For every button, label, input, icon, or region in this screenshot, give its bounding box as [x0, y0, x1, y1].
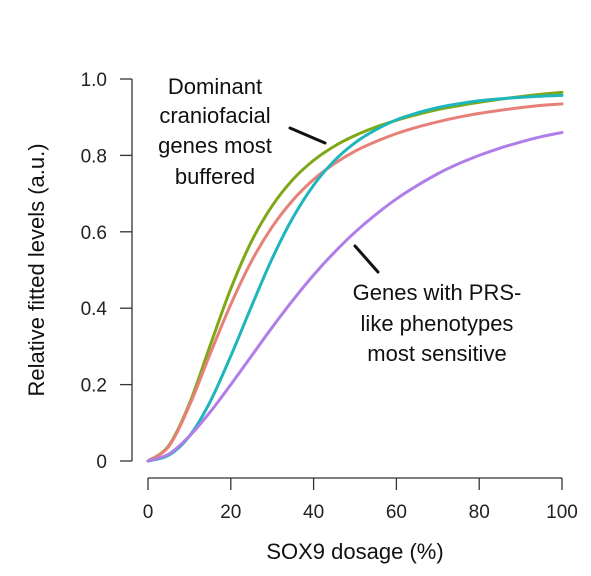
annotation-buffered-line-2: craniofacial	[159, 103, 270, 128]
x-tick-label: 100	[546, 502, 578, 523]
annotation-sensitive-line-3: most sensitive	[367, 341, 506, 366]
x-tick-label: 0	[143, 502, 154, 523]
annotation-sensitive: Genes with PRS- like phenotypes most sen…	[353, 244, 522, 366]
annotation-buffered: Dominant craniofacial genes most buffere…	[158, 74, 327, 189]
x-tick-label: 60	[386, 502, 407, 523]
y-axis-label: Relative fitted levels (a.u.)	[24, 143, 49, 396]
y-tick-label: 0.2	[81, 376, 107, 397]
annotation-buffered-line-4: buffered	[175, 164, 255, 189]
annotation-sensitive-line-2: like phenotypes	[361, 311, 514, 336]
annotation-sensitive-line-1: Genes with PRS-	[353, 280, 522, 305]
y-tick-label: 1.0	[81, 70, 107, 91]
y-tick-label: 0.6	[81, 223, 107, 244]
x-tick-label: 20	[220, 502, 241, 523]
series-line-2	[146, 102, 564, 463]
x-tick-label: 80	[469, 502, 490, 523]
annotation-buffered-line-3: genes most	[158, 133, 272, 158]
axes	[131, 79, 562, 479]
curves	[146, 90, 564, 463]
x-axis-label: SOX9 dosage (%)	[266, 539, 443, 564]
y-tick-label: 0.4	[81, 299, 108, 320]
annotation-buffered-leader	[288, 126, 327, 145]
annotation-sensitive-leader	[353, 244, 380, 274]
x-ticks: 0 20 40 60 80 100	[143, 478, 578, 523]
y-tick-label: 0.8	[81, 146, 107, 167]
annotation-buffered-line-1: Dominant	[168, 74, 262, 99]
series-line-3	[146, 93, 564, 463]
y-tick-label: 0	[96, 452, 107, 473]
series-line-4	[146, 130, 564, 463]
y-ticks: 0 0.2 0.4 0.6 0.8 1.0	[81, 70, 132, 473]
x-tick-label: 40	[303, 502, 324, 523]
